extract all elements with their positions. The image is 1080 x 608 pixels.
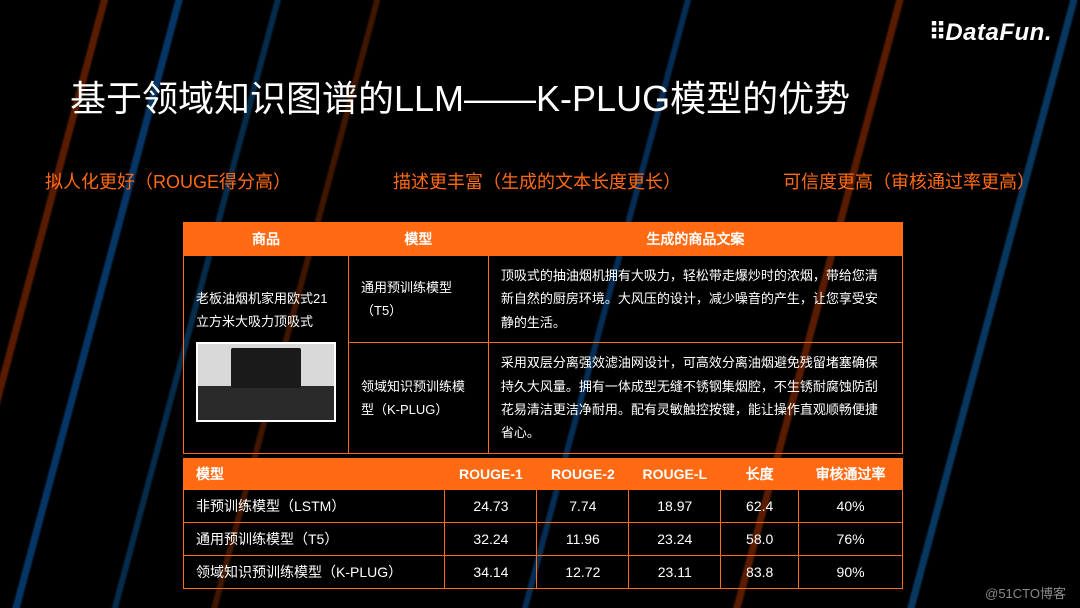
mh-pass: 审核通过率 bbox=[799, 459, 903, 490]
m-rl: 23.11 bbox=[629, 556, 721, 589]
subhead-c: 可信度更高（审核通过率更高） bbox=[783, 168, 1035, 194]
m-r2: 7.74 bbox=[537, 490, 629, 523]
product-name: 老板油烟机家用欧式21立方米大吸力顶吸式 bbox=[196, 287, 336, 334]
comparison-table: 商品 模型 生成的商品文案 老板油烟机家用欧式21立方米大吸力顶吸式 通用预训练… bbox=[183, 222, 903, 454]
copy-cell: 顶吸式的抽油烟机拥有大吸力，轻松带走爆炒时的浓烟，带给您清新自然的厨房环境。大风… bbox=[488, 256, 902, 343]
logo-dots-icon: ⠿ bbox=[929, 19, 944, 46]
col-model: 模型 bbox=[349, 223, 489, 256]
metrics-table-wrap: 模型 ROUGE-1 ROUGE-2 ROUGE-L 长度 审核通过率 非预训练… bbox=[183, 458, 903, 589]
metrics-header-row: 模型 ROUGE-1 ROUGE-2 ROUGE-L 长度 审核通过率 bbox=[184, 459, 903, 490]
m-rl: 18.97 bbox=[629, 490, 721, 523]
table-header-row: 商品 模型 生成的商品文案 bbox=[184, 223, 903, 256]
m-r2: 11.96 bbox=[537, 523, 629, 556]
subhead-b: 描述更丰富（生成的文本长度更长） bbox=[393, 168, 681, 194]
col-copy: 生成的商品文案 bbox=[488, 223, 902, 256]
page-title: 基于领域知识图谱的LLM——K-PLUG模型的优势 bbox=[70, 70, 850, 122]
mh-model: 模型 bbox=[184, 459, 445, 490]
m-len: 83.8 bbox=[721, 556, 799, 589]
m-model: 领域知识预训练模型（K-PLUG） bbox=[184, 556, 445, 589]
col-product: 商品 bbox=[184, 223, 349, 256]
metrics-row: 通用预训练模型（T5） 32.24 11.96 23.24 58.0 76% bbox=[184, 523, 903, 556]
model-cell: 通用预训练模型（T5） bbox=[349, 256, 489, 343]
mh-r2: ROUGE-2 bbox=[537, 459, 629, 490]
logo-text: DataFun. bbox=[945, 19, 1052, 46]
m-rl: 23.24 bbox=[629, 523, 721, 556]
m-pass: 90% bbox=[799, 556, 903, 589]
m-r1: 34.14 bbox=[445, 556, 537, 589]
product-image bbox=[196, 342, 336, 422]
metrics-table: 模型 ROUGE-1 ROUGE-2 ROUGE-L 长度 审核通过率 非预训练… bbox=[183, 458, 903, 589]
brand-logo: ⠿DataFun. bbox=[929, 18, 1052, 47]
m-len: 62.4 bbox=[721, 490, 799, 523]
product-cell: 老板油烟机家用欧式21立方米大吸力顶吸式 bbox=[184, 256, 349, 454]
m-model: 通用预训练模型（T5） bbox=[184, 523, 445, 556]
watermark: @51CTO博客 bbox=[985, 583, 1066, 602]
mh-r1: ROUGE-1 bbox=[445, 459, 537, 490]
mh-rl: ROUGE-L bbox=[629, 459, 721, 490]
m-pass: 76% bbox=[799, 523, 903, 556]
model-cell: 领域知识预训练模型（K-PLUG） bbox=[349, 343, 489, 454]
m-len: 58.0 bbox=[721, 523, 799, 556]
copy-cell: 采用双层分离强效滤油网设计，可高效分离油烟避免残留堵塞确保持久大风量。拥有一体成… bbox=[488, 343, 902, 454]
mh-len: 长度 bbox=[721, 459, 799, 490]
m-r1: 24.73 bbox=[445, 490, 537, 523]
m-r2: 12.72 bbox=[537, 556, 629, 589]
subhead-a: 拟人化更好（ROUGE得分高） bbox=[45, 168, 291, 194]
m-r1: 32.24 bbox=[445, 523, 537, 556]
m-model: 非预训练模型（LSTM） bbox=[184, 490, 445, 523]
subhead-row: 拟人化更好（ROUGE得分高） 描述更丰富（生成的文本长度更长） 可信度更高（审… bbox=[45, 168, 1035, 194]
metrics-row: 非预训练模型（LSTM） 24.73 7.74 18.97 62.4 40% bbox=[184, 490, 903, 523]
metrics-row: 领域知识预训练模型（K-PLUG） 34.14 12.72 23.11 83.8… bbox=[184, 556, 903, 589]
table-row: 老板油烟机家用欧式21立方米大吸力顶吸式 通用预训练模型（T5） 顶吸式的抽油烟… bbox=[184, 256, 903, 343]
comparison-table-wrap: 商品 模型 生成的商品文案 老板油烟机家用欧式21立方米大吸力顶吸式 通用预训练… bbox=[183, 222, 903, 454]
m-pass: 40% bbox=[799, 490, 903, 523]
